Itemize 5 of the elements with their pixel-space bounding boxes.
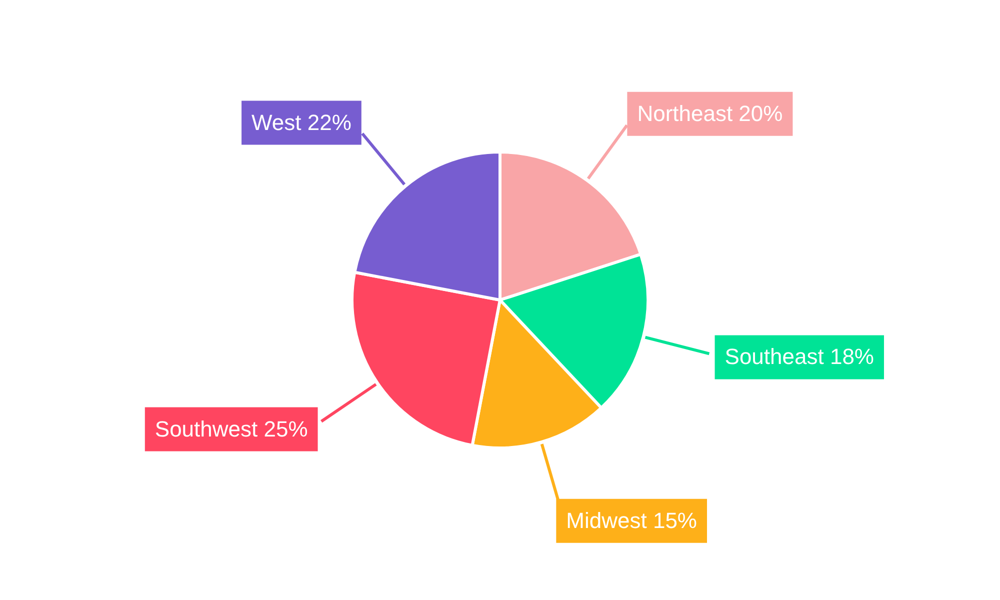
slice-label: West 22% [252, 110, 352, 135]
slice-label: Midwest 15% [566, 508, 698, 533]
slice-label: Southeast 18% [724, 344, 874, 370]
slice-label: Southwest 25% [154, 416, 308, 442]
slice-label: Northeast 20% [637, 100, 783, 126]
